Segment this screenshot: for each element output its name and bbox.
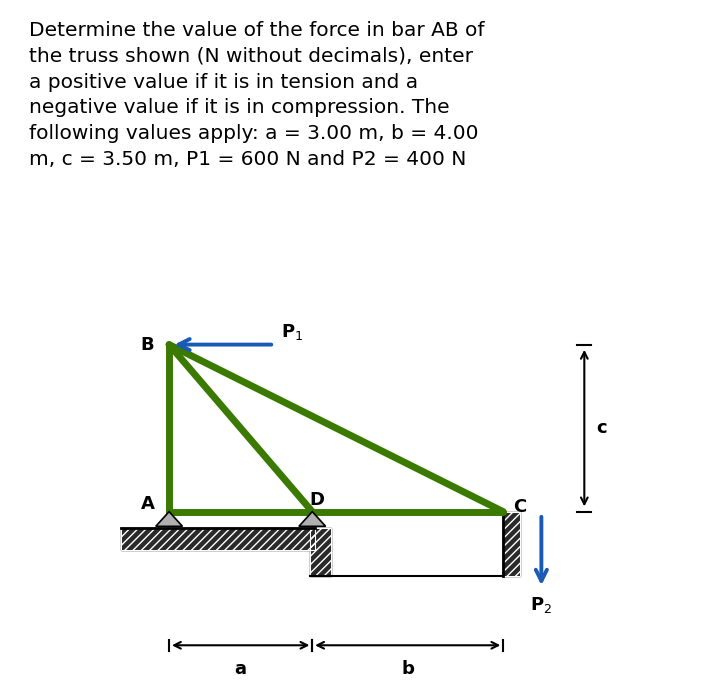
Polygon shape [156,512,182,526]
Bar [310,528,331,576]
Text: b: b [401,659,414,678]
Text: P$_1$: P$_1$ [282,322,304,342]
Bar [503,512,520,576]
Text: A: A [140,496,155,514]
Text: Determine the value of the force in bar AB of
the truss shown (N without decimal: Determine the value of the force in bar … [29,21,485,169]
Text: B: B [141,335,154,354]
Bar [122,528,315,550]
Text: C: C [513,498,526,516]
Text: D: D [310,491,325,509]
Polygon shape [299,512,325,526]
Text: P$_2$: P$_2$ [531,595,552,615]
Text: a: a [235,659,247,678]
Bar [122,528,315,550]
Text: c: c [596,419,607,437]
Bar [503,512,520,576]
Bar [310,528,331,576]
